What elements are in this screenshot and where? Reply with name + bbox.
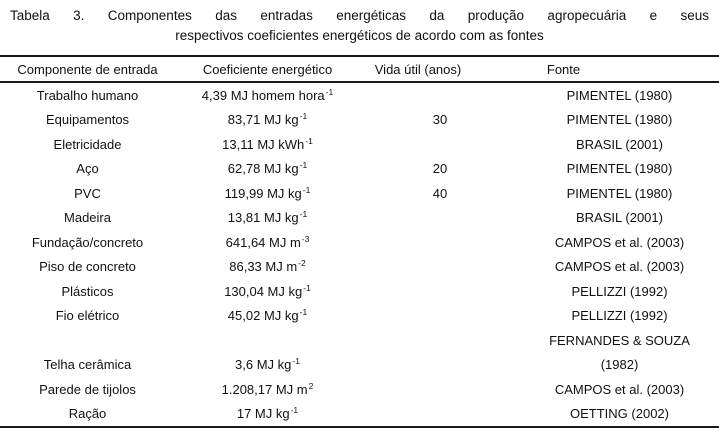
source-cell: PIMENTEL (1980) (566, 161, 673, 177)
coefficient-cell: 641,64 MJ m-3 (225, 233, 310, 250)
lifespan-cell: 20 (432, 161, 448, 177)
table-header-row: Componente de entrada Coeficiente energé… (0, 56, 719, 82)
header-source: Fonte (546, 61, 581, 77)
lifespan-cell (360, 279, 520, 304)
coefficient-cell: 83,71 MJ kg-1 (227, 111, 308, 128)
coefficient-cell: 1.208,17 MJ m2 (221, 380, 314, 397)
component-cell: Telha cerâmica (43, 357, 132, 373)
component-cell: Fundação/concreto (31, 234, 144, 250)
component-cell: Aço (76, 161, 99, 177)
source-cell: CAMPOS et al. (2003) (554, 381, 685, 397)
coefficient-exponent: -1 (299, 160, 308, 171)
source-cell: FERNANDES & SOUZA (549, 332, 690, 348)
source-cell: PIMENTEL (1980) (566, 112, 673, 128)
table-row: Madeira 13,81 MJ kg-1 BRASIL (2001) (0, 206, 719, 231)
lifespan-cell (360, 82, 520, 108)
header-lifespan: Vida útil (anos) (374, 61, 462, 77)
coefficient-cell: 130,04 MJ kg-1 (224, 282, 311, 299)
header-component: Componente de entrada (17, 61, 158, 77)
component-cell: Eletricidade (53, 136, 122, 152)
coefficient-exponent: -1 (299, 307, 308, 318)
coefficient-exponent: -1 (305, 135, 313, 146)
coefficient-exponent: -1 (325, 86, 334, 97)
coefficient-exponent: -1 (302, 184, 311, 195)
table-caption: Tabela 3. Componentes das entradas energ… (10, 6, 709, 46)
component-cell: Equipamentos (45, 112, 130, 128)
table-row: Parede de tijolos 1.208,17 MJ m2 CAMPOS et… (0, 377, 719, 402)
lifespan-cell (360, 377, 520, 402)
table-row: Fundação/concreto 641,64 MJ m-3 CAMPOS et … (0, 230, 719, 255)
coefficient-exponent: -2 (298, 258, 306, 269)
component-cell: PVC (74, 185, 101, 201)
source-cell: PELLIZZI (1992) (571, 308, 668, 324)
component-cell (0, 328, 175, 353)
coefficient-cell: 62,78 MJ kg-1 (227, 160, 308, 177)
table-body: Trabalho humano 4,39 MJ homem hora-1 PIMEN… (0, 82, 719, 427)
table-caption-line-1: Tabela 3. Componentes das entradas energ… (10, 8, 709, 23)
lifespan-cell (360, 206, 520, 231)
component-cell: Madeira (64, 210, 111, 226)
source-cell: BRASIL (2001) (576, 136, 663, 152)
coefficient-exponent: -3 (301, 233, 310, 244)
component-cell: Ração (68, 406, 107, 422)
component-cell: Trabalho humano (36, 87, 139, 103)
source-cell: PELLIZZI (1992) (571, 283, 668, 299)
coefficient-cell (175, 328, 360, 353)
coefficient-exponent: -1 (299, 111, 308, 122)
table-row: Telha cerâmica 3,6 MJ kg-1 (1982) (0, 353, 719, 378)
coefficient-exponent: 2 (308, 380, 314, 391)
table-row: Eletricidade 13,11 MJ kWh-1 BRASIL (2001) (0, 132, 719, 157)
lifespan-cell (360, 353, 520, 378)
coefficient-cell: 86,33 MJ m-2 (229, 258, 306, 275)
source-cell: CAMPOS et al. (2003) (554, 259, 685, 275)
coefficient-exponent: -1 (303, 282, 311, 293)
component-cell: Fio elétrico (55, 308, 120, 324)
table-row: Trabalho humano 4,39 MJ homem hora-1 PIMEN… (0, 82, 719, 108)
lifespan-cell: 30 (432, 112, 448, 128)
table-row: Plásticos 130,04 MJ kg-1 PELLIZZI (1992) (0, 279, 719, 304)
energy-coefficients-table: Componente de entrada Coeficiente energé… (0, 55, 719, 428)
coefficient-cell: 13,81 MJ kg-1 (227, 209, 308, 226)
table-row: Ração 17 MJ kg-1 OETTING (2002) (0, 402, 719, 428)
coefficient-cell: 45,02 MJ kg-1 (227, 307, 308, 324)
source-cell: (1982) (600, 357, 639, 373)
lifespan-cell (360, 230, 520, 255)
source-cell: PIMENTEL (1980) (566, 185, 673, 201)
table-row: FERNANDES & SOUZA (0, 328, 719, 353)
lifespan-cell (360, 402, 520, 428)
coefficient-cell: 4,39 MJ homem hora-1 (201, 86, 334, 103)
lifespan-cell (360, 132, 520, 157)
header-coefficient: Coeficiente energético (202, 61, 333, 77)
component-cell: Plásticos (61, 283, 114, 299)
coefficient-exponent: -1 (299, 209, 308, 220)
component-cell: Parede de tijolos (39, 381, 136, 397)
coefficient-exponent: -1 (290, 405, 299, 416)
lifespan-cell (360, 255, 520, 280)
coefficient-cell: 17 MJ kg-1 (236, 405, 299, 422)
lifespan-cell: 40 (432, 185, 448, 201)
coefficient-cell: 13,11 MJ kWh-1 (222, 135, 313, 152)
table-caption-line-2: respectivos coeficientes energéticos de … (175, 28, 544, 43)
component-cell: Piso de concreto (39, 259, 136, 275)
table-row: Piso de concreto 86,33 MJ m-2 CAMPOS et al… (0, 255, 719, 280)
table-header: Componente de entrada Coeficiente energé… (0, 56, 719, 82)
lifespan-cell (360, 304, 520, 329)
source-cell: BRASIL (2001) (576, 210, 663, 226)
coefficient-exponent: -1 (292, 356, 300, 367)
table-row: Equipamentos 83,71 MJ kg-1 30 PIMENTEL (198… (0, 108, 719, 133)
table-row: Aço 62,78 MJ kg-1 20 PIMENTEL (1980) (0, 157, 719, 182)
table-row: Fio elétrico 45,02 MJ kg-1 PELLIZZI (1992) (0, 304, 719, 329)
coefficient-cell: 119,99 MJ kg-1 (224, 184, 311, 201)
source-cell: OETTING (2002) (570, 406, 669, 422)
coefficient-cell: 3,6 MJ kg-1 (235, 356, 300, 373)
lifespan-cell (360, 328, 520, 353)
source-cell: CAMPOS et al. (2003) (554, 234, 685, 250)
table-row: PVC 119,99 MJ kg-1 40 PIMENTEL (1980) (0, 181, 719, 206)
source-cell: PIMENTEL (1980) (566, 87, 673, 103)
